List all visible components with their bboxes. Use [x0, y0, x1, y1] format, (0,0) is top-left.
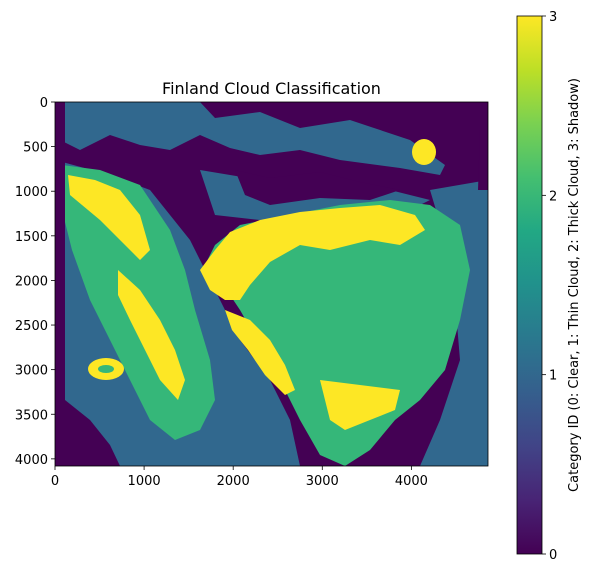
shadow-blob-top-right — [412, 139, 436, 165]
colorbar-tick-label: 1 — [549, 369, 557, 384]
y-tick-label: 1000 — [15, 185, 48, 200]
clear-region-left-strip — [55, 102, 65, 466]
y-tick-label: 3000 — [15, 364, 48, 379]
x-tick-label: 1000 — [128, 474, 161, 489]
shadow-region-left-lower — [118, 270, 185, 400]
colorbar-tick-label: 2 — [549, 189, 557, 204]
x-tick-label: 2000 — [217, 474, 250, 489]
x-tick-label: 4000 — [395, 474, 428, 489]
x-tick-label: 3000 — [306, 474, 339, 489]
y-tick-label: 2000 — [15, 274, 48, 289]
x-axis: 0 1000 2000 3000 4000 — [51, 466, 428, 489]
clear-region-top-inner — [235, 170, 400, 205]
x-tick-label: 0 — [51, 474, 59, 489]
y-tick-label: 2500 — [15, 319, 48, 334]
clear-region-bottom-left — [65, 400, 120, 466]
shadow-region-main-upper — [200, 205, 425, 300]
colorbar-axis: 0 1 2 3 — [542, 10, 557, 563]
thin-cloud-region-right — [420, 180, 488, 466]
y-tick-label: 500 — [23, 141, 48, 156]
colorbar-tick-label: 3 — [549, 10, 557, 25]
y-tick-label: 1500 — [15, 230, 48, 245]
clear-hole-left-blob — [98, 365, 114, 373]
y-tick-label: 4000 — [15, 453, 48, 468]
colorbar — [516, 15, 543, 555]
colorbar-tick-label: 0 — [549, 548, 557, 563]
colorbar-label: Category ID (0: Clear, 1: Thin Cloud, 2:… — [567, 78, 582, 492]
thin-cloud-region-top — [55, 102, 445, 175]
classification-heatmap — [55, 102, 488, 466]
plot-frame — [54, 101, 489, 467]
clear-region-right-edge — [478, 120, 488, 190]
shadow-region-left-band — [68, 175, 150, 260]
shadow-region-lower — [320, 380, 400, 430]
thick-cloud-region-main — [205, 200, 470, 466]
y-tick-label: 0 — [40, 96, 48, 111]
y-axis: 0 500 1000 1500 2000 2500 3000 3500 4000 — [15, 96, 55, 468]
chart-title: Finland Cloud Classification — [162, 79, 381, 98]
shadow-region-central — [225, 310, 295, 395]
y-tick-label: 3500 — [15, 408, 48, 423]
